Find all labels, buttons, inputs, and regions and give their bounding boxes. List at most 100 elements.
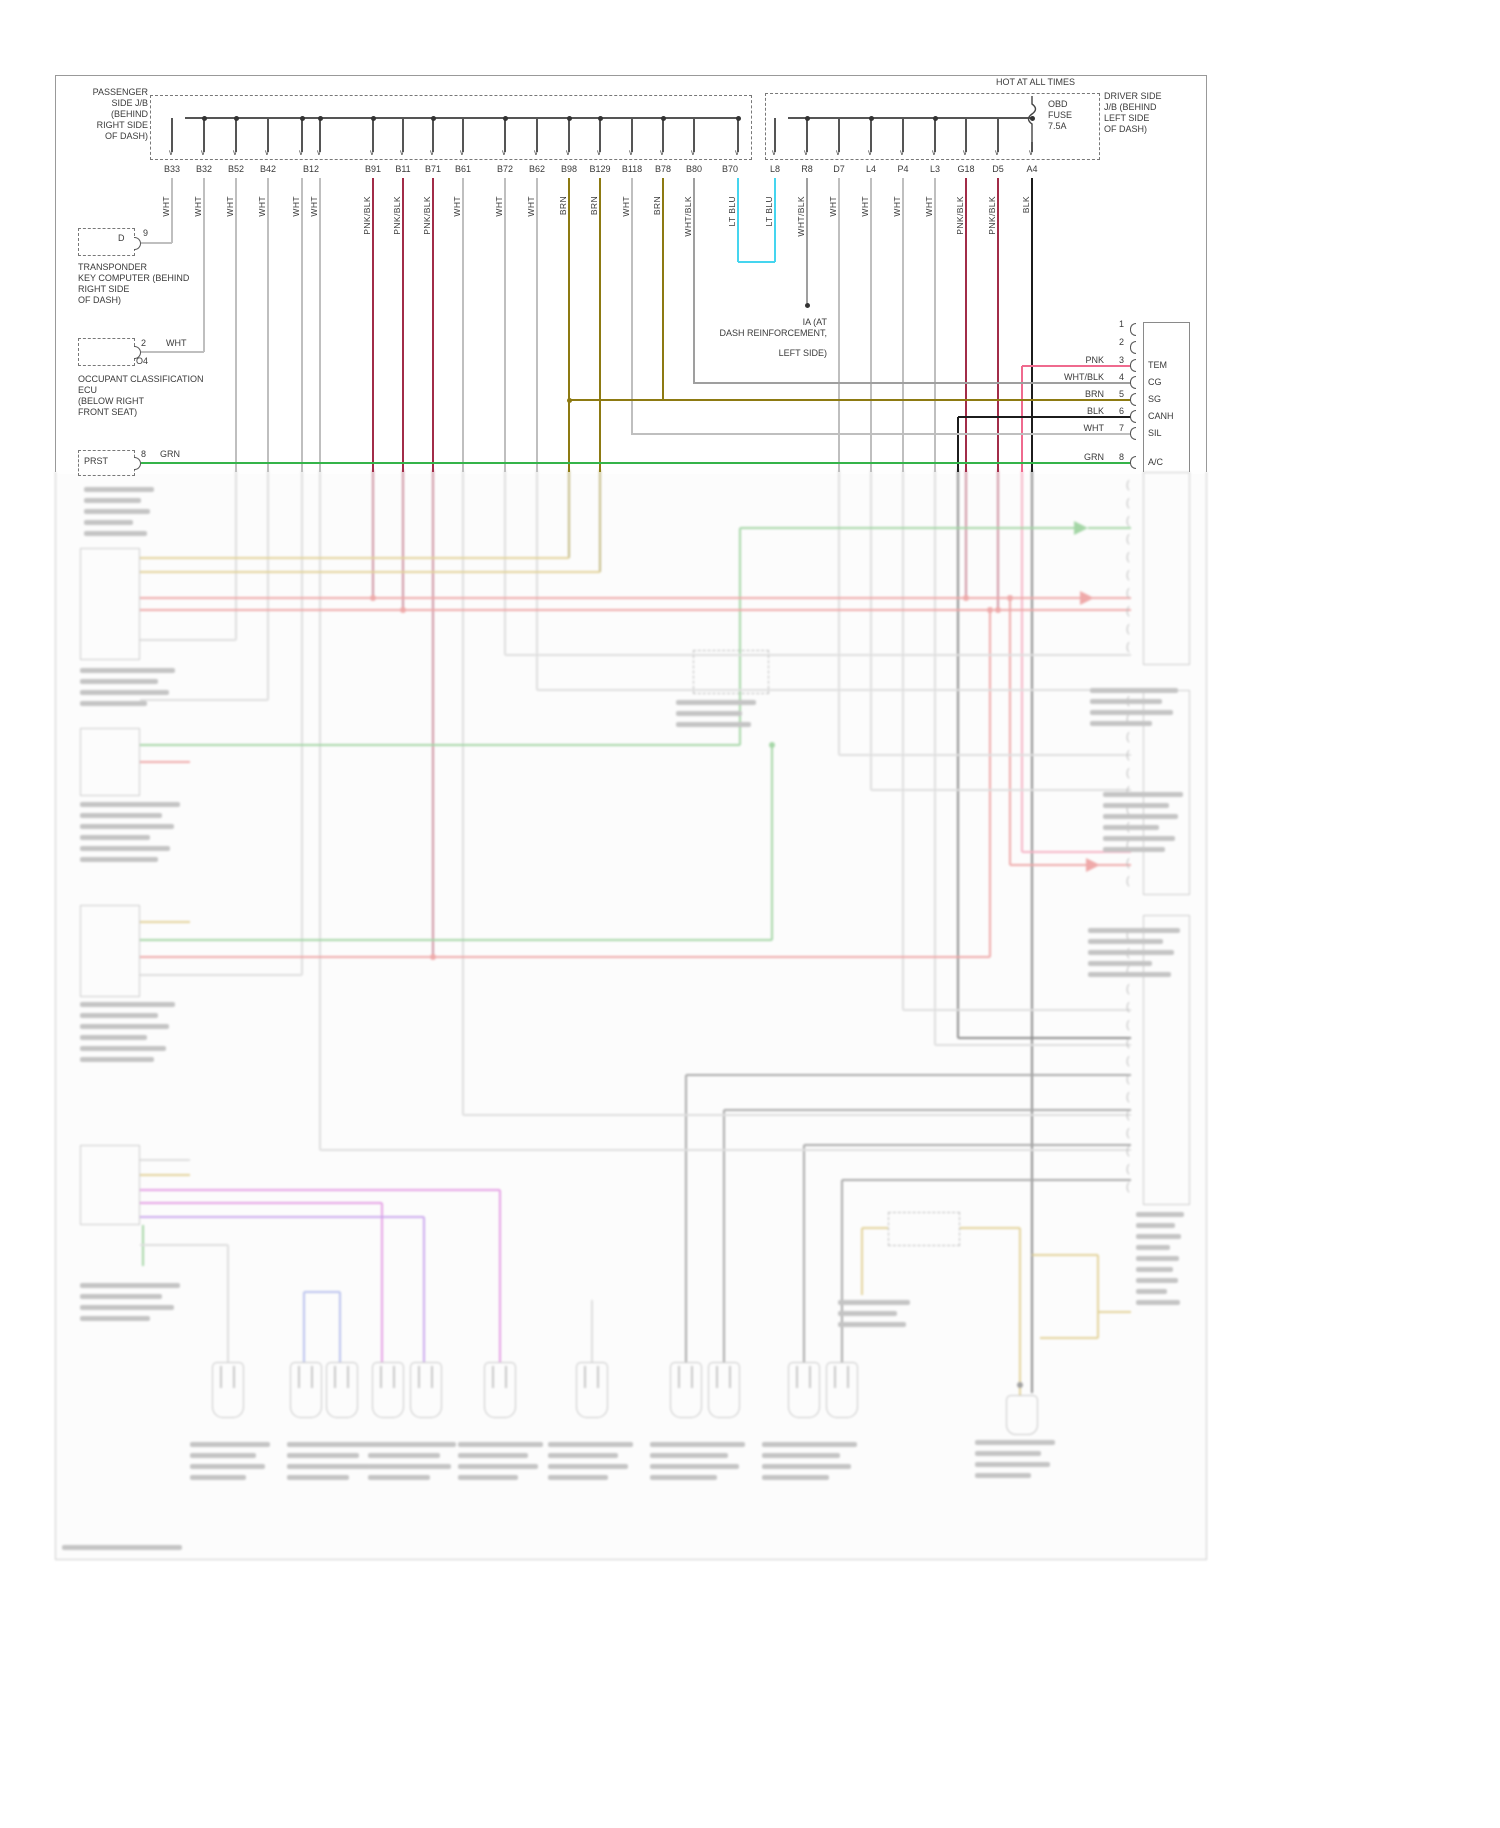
washed-background xyxy=(56,472,1206,1559)
dlc-pin-socket xyxy=(1130,323,1136,336)
connector-arrow-icon: ∨ xyxy=(659,148,665,157)
wire-horizontal xyxy=(694,382,1131,384)
blurred-text-line xyxy=(975,1473,1031,1478)
label-line: DASH REINFORCEMENT, xyxy=(719,328,827,338)
connector-id: B78 xyxy=(654,164,672,174)
blurred-text-line xyxy=(80,802,180,807)
wire-vertical xyxy=(171,178,173,243)
wire-vertical xyxy=(462,118,464,152)
junction-dot xyxy=(932,115,938,121)
connector-arrow-icon: ∨ xyxy=(899,148,905,157)
blurred-text-line xyxy=(80,1046,166,1051)
label-line: OCCUPANT CLASSIFICATION xyxy=(78,374,204,384)
blurred-text-line xyxy=(84,531,147,536)
connector-id: B98 xyxy=(560,164,578,174)
wire-horizontal xyxy=(686,1074,1131,1076)
connector-arrow-icon: ∨ xyxy=(771,148,777,157)
connector-box xyxy=(1143,915,1190,1205)
wire-horizontal xyxy=(141,462,1131,464)
blurred-text-line xyxy=(368,1475,430,1480)
dlc-pin-name: A/C xyxy=(1148,457,1164,467)
ground-label: IA (AT DASH REINFORCEMENT, LEFT SIDE) xyxy=(695,317,827,359)
dlc-pin-number: 3 xyxy=(1118,355,1124,365)
wire-vertical xyxy=(431,1366,433,1388)
wire-vertical xyxy=(372,470,374,598)
wire-vertical xyxy=(1031,142,1033,152)
blurred-text-line xyxy=(190,1464,266,1469)
blurred-text-line xyxy=(80,1294,162,1299)
wire-horizontal xyxy=(140,1244,228,1246)
wire-vertical xyxy=(737,118,739,152)
blurred-text-line xyxy=(368,1442,456,1447)
connector-housing xyxy=(576,1362,608,1418)
wire-vertical xyxy=(902,118,904,152)
label-line: IA (AT xyxy=(802,317,827,327)
junction-dot xyxy=(502,115,508,121)
wire-horizontal xyxy=(1040,1336,1098,1340)
blurred-text-line xyxy=(458,1464,538,1469)
blurred-text-line xyxy=(84,487,154,492)
dlc-pin-socket: ( xyxy=(1126,983,1130,995)
wire-horizontal xyxy=(537,689,1131,691)
blurred-text-line xyxy=(676,700,756,705)
junction-dot xyxy=(660,115,666,121)
junction-dot xyxy=(995,607,1001,613)
blurred-text-line xyxy=(1136,1289,1168,1294)
blurred-text-line xyxy=(80,846,170,851)
wire-horizontal xyxy=(632,433,1131,435)
wire-vertical xyxy=(809,1366,811,1388)
junction-dot xyxy=(430,954,436,960)
occupant-ecu-label: OCCUPANT CLASSIFICATION ECU (BELOW RIGHT… xyxy=(78,374,204,418)
dlc-pin-socket: ( xyxy=(1126,1109,1130,1121)
dlc-pin-socket xyxy=(1130,410,1136,423)
wire-horizontal xyxy=(140,920,190,924)
junction-dot xyxy=(987,607,993,613)
wire-vertical xyxy=(934,118,936,152)
dlc-pin-socket: ( xyxy=(1126,767,1130,779)
blurred-text-line xyxy=(80,813,162,818)
wire-vertical xyxy=(536,118,538,152)
blurred-text-line xyxy=(1136,1267,1174,1272)
wire-vertical xyxy=(723,1110,725,1362)
blurred-text-line xyxy=(762,1464,852,1469)
blurred-text-line xyxy=(1090,699,1163,704)
wire-vertical xyxy=(631,178,633,435)
connector-arrow-icon: ∨ xyxy=(200,148,206,157)
occupant-ecu-box xyxy=(78,338,135,366)
label-line: OF DASH) xyxy=(78,295,122,305)
wire-vertical xyxy=(203,178,205,352)
wire-vertical xyxy=(847,1366,849,1388)
fuse-rating: 7.5A xyxy=(1048,121,1067,131)
wire-vertical xyxy=(806,118,808,152)
green-arrow-icon xyxy=(1074,521,1088,535)
wire-vertical xyxy=(737,178,739,262)
dlc-pin-socket: ( xyxy=(1126,1091,1130,1103)
connector-housing xyxy=(484,1362,516,1418)
connector-id: B33 xyxy=(163,164,181,174)
connector-id: D7 xyxy=(833,164,845,174)
blurred-text-line xyxy=(1136,1278,1179,1283)
wire-vertical xyxy=(841,1180,843,1362)
component-box xyxy=(80,905,140,997)
wire-vertical xyxy=(988,610,992,957)
wire-vertical xyxy=(418,1366,420,1388)
transponder-label: TRANSPONDER KEY COMPUTER (BEHIND RIGHT S… xyxy=(78,262,189,306)
wire-horizontal xyxy=(140,938,772,942)
wire-vertical xyxy=(568,178,570,472)
blurred-text-line xyxy=(80,824,174,829)
blurred-text-line xyxy=(190,1475,246,1480)
wire-horizontal xyxy=(871,789,1131,791)
wire-horizontal xyxy=(141,351,204,353)
connector-housing xyxy=(826,1362,858,1418)
connector-arrow-icon: ∨ xyxy=(459,148,465,157)
wire-vertical xyxy=(631,118,633,152)
blurred-text-line xyxy=(676,722,752,727)
dlc-pin-socket xyxy=(1130,359,1136,372)
wire-vertical xyxy=(504,118,506,152)
occupant-connector-id: O4 xyxy=(136,356,149,366)
blurred-text-line xyxy=(548,1442,633,1447)
wire-vertical xyxy=(227,1245,229,1362)
dlc-pin-socket: ( xyxy=(1126,803,1130,815)
dlc-pin-name: TEM xyxy=(1148,360,1167,370)
wire-horizontal xyxy=(141,242,172,244)
